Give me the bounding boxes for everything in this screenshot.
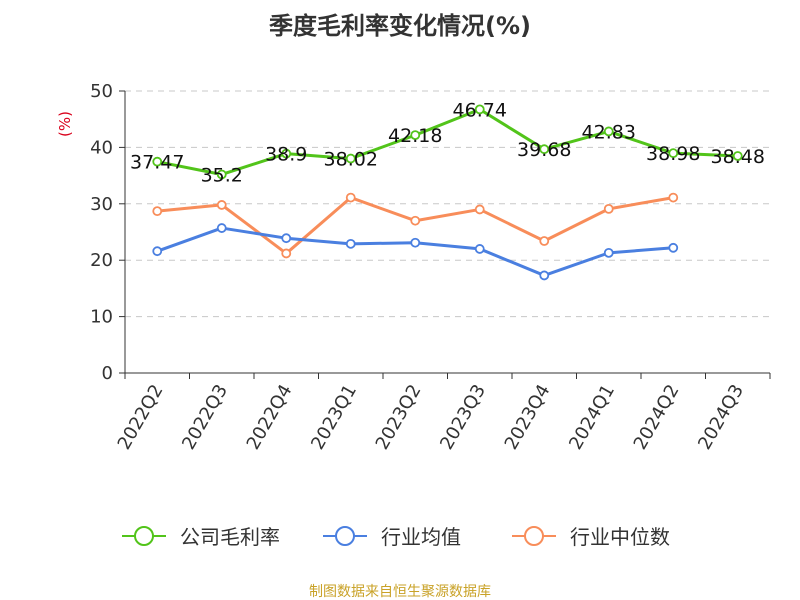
legend[interactable]: 公司毛利率 行业均值 行业中位数 (122, 525, 670, 549)
data-label: 42.83 (582, 121, 636, 143)
data-point (603, 203, 614, 214)
data-point (410, 215, 421, 226)
data-point (152, 156, 163, 167)
data-point (281, 233, 292, 244)
data-label: 38.02 (324, 149, 378, 171)
y-tick-label: 20 (90, 250, 113, 271)
data-point (410, 130, 421, 141)
legend-label: 行业中位数 (570, 525, 670, 549)
data-point (281, 148, 292, 159)
x-tick-label: 2023Q1 (307, 381, 361, 453)
series-line (156, 107, 738, 176)
data-point (603, 126, 614, 137)
chart-title: 季度毛利率变化情况(%) (269, 12, 531, 40)
legend-item[interactable]: 行业均值 (323, 525, 461, 549)
legend-label: 行业均值 (381, 525, 461, 549)
y-tick-label: 30 (90, 194, 113, 215)
data-point (216, 169, 227, 180)
grid (125, 90, 770, 318)
data-point (668, 148, 679, 159)
data-point (603, 247, 614, 258)
x-tick-label: 2023Q2 (372, 381, 426, 453)
data-label: 39.68 (517, 139, 571, 161)
data-point (410, 237, 421, 248)
legend-item[interactable]: 行业中位数 (512, 525, 670, 549)
data-point (539, 144, 550, 155)
y-tick-label: 40 (90, 137, 113, 158)
plot-area (152, 104, 743, 281)
data-point (152, 246, 163, 257)
data-point (668, 192, 679, 203)
data-point (281, 248, 292, 259)
data-labels: 37.47 35.2 38.9 38.02 42.18 46.74 39.68 42.83 38… (130, 99, 765, 186)
legend-label: 公司毛利率 (180, 525, 280, 549)
data-point (732, 151, 743, 161)
data-point (345, 238, 356, 249)
data-point (345, 192, 356, 203)
data-point (474, 204, 485, 215)
y-tick-label: 50 (90, 81, 113, 102)
data-point (539, 270, 550, 281)
data-point (668, 242, 679, 253)
x-tick-label: 2024Q1 (565, 381, 619, 453)
data-point (474, 104, 485, 115)
x-tick-label: 2023Q4 (501, 381, 555, 453)
legend-swatch-marker (524, 526, 544, 546)
data-label: 46.74 (453, 99, 507, 121)
data-label: 42.18 (388, 125, 442, 147)
data-label: 38.9 (265, 144, 307, 166)
legend-item[interactable]: 公司毛利率 (122, 525, 280, 549)
data-label: 38.48 (711, 146, 765, 168)
data-label: 38.98 (646, 143, 700, 165)
x-tick-label: 2022Q4 (243, 381, 297, 453)
data-label: 37.47 (130, 152, 184, 174)
legend-swatch-marker (335, 526, 355, 546)
x-tick-label: 2024Q3 (694, 381, 748, 453)
x-tick-label: 2024Q2 (630, 381, 684, 453)
source-note: 制图数据来自恒生聚源数据库 (309, 584, 491, 600)
data-point (152, 206, 163, 217)
y-axis-unit-label: (%) (56, 111, 74, 137)
legend-swatch-marker (134, 526, 154, 546)
y-tick-label: 10 (90, 307, 113, 328)
data-label: 35.2 (201, 164, 243, 186)
x-tick-label: 2022Q3 (178, 381, 232, 453)
y-tick-label: 0 (102, 363, 113, 384)
data-point (216, 200, 227, 210)
series-line (156, 226, 674, 277)
data-point (474, 244, 485, 254)
x-tick-label: 2023Q3 (436, 381, 490, 453)
data-point (216, 223, 227, 233)
data-point (345, 153, 356, 164)
data-point (539, 236, 550, 246)
x-tick-label: 2022Q2 (114, 381, 168, 453)
